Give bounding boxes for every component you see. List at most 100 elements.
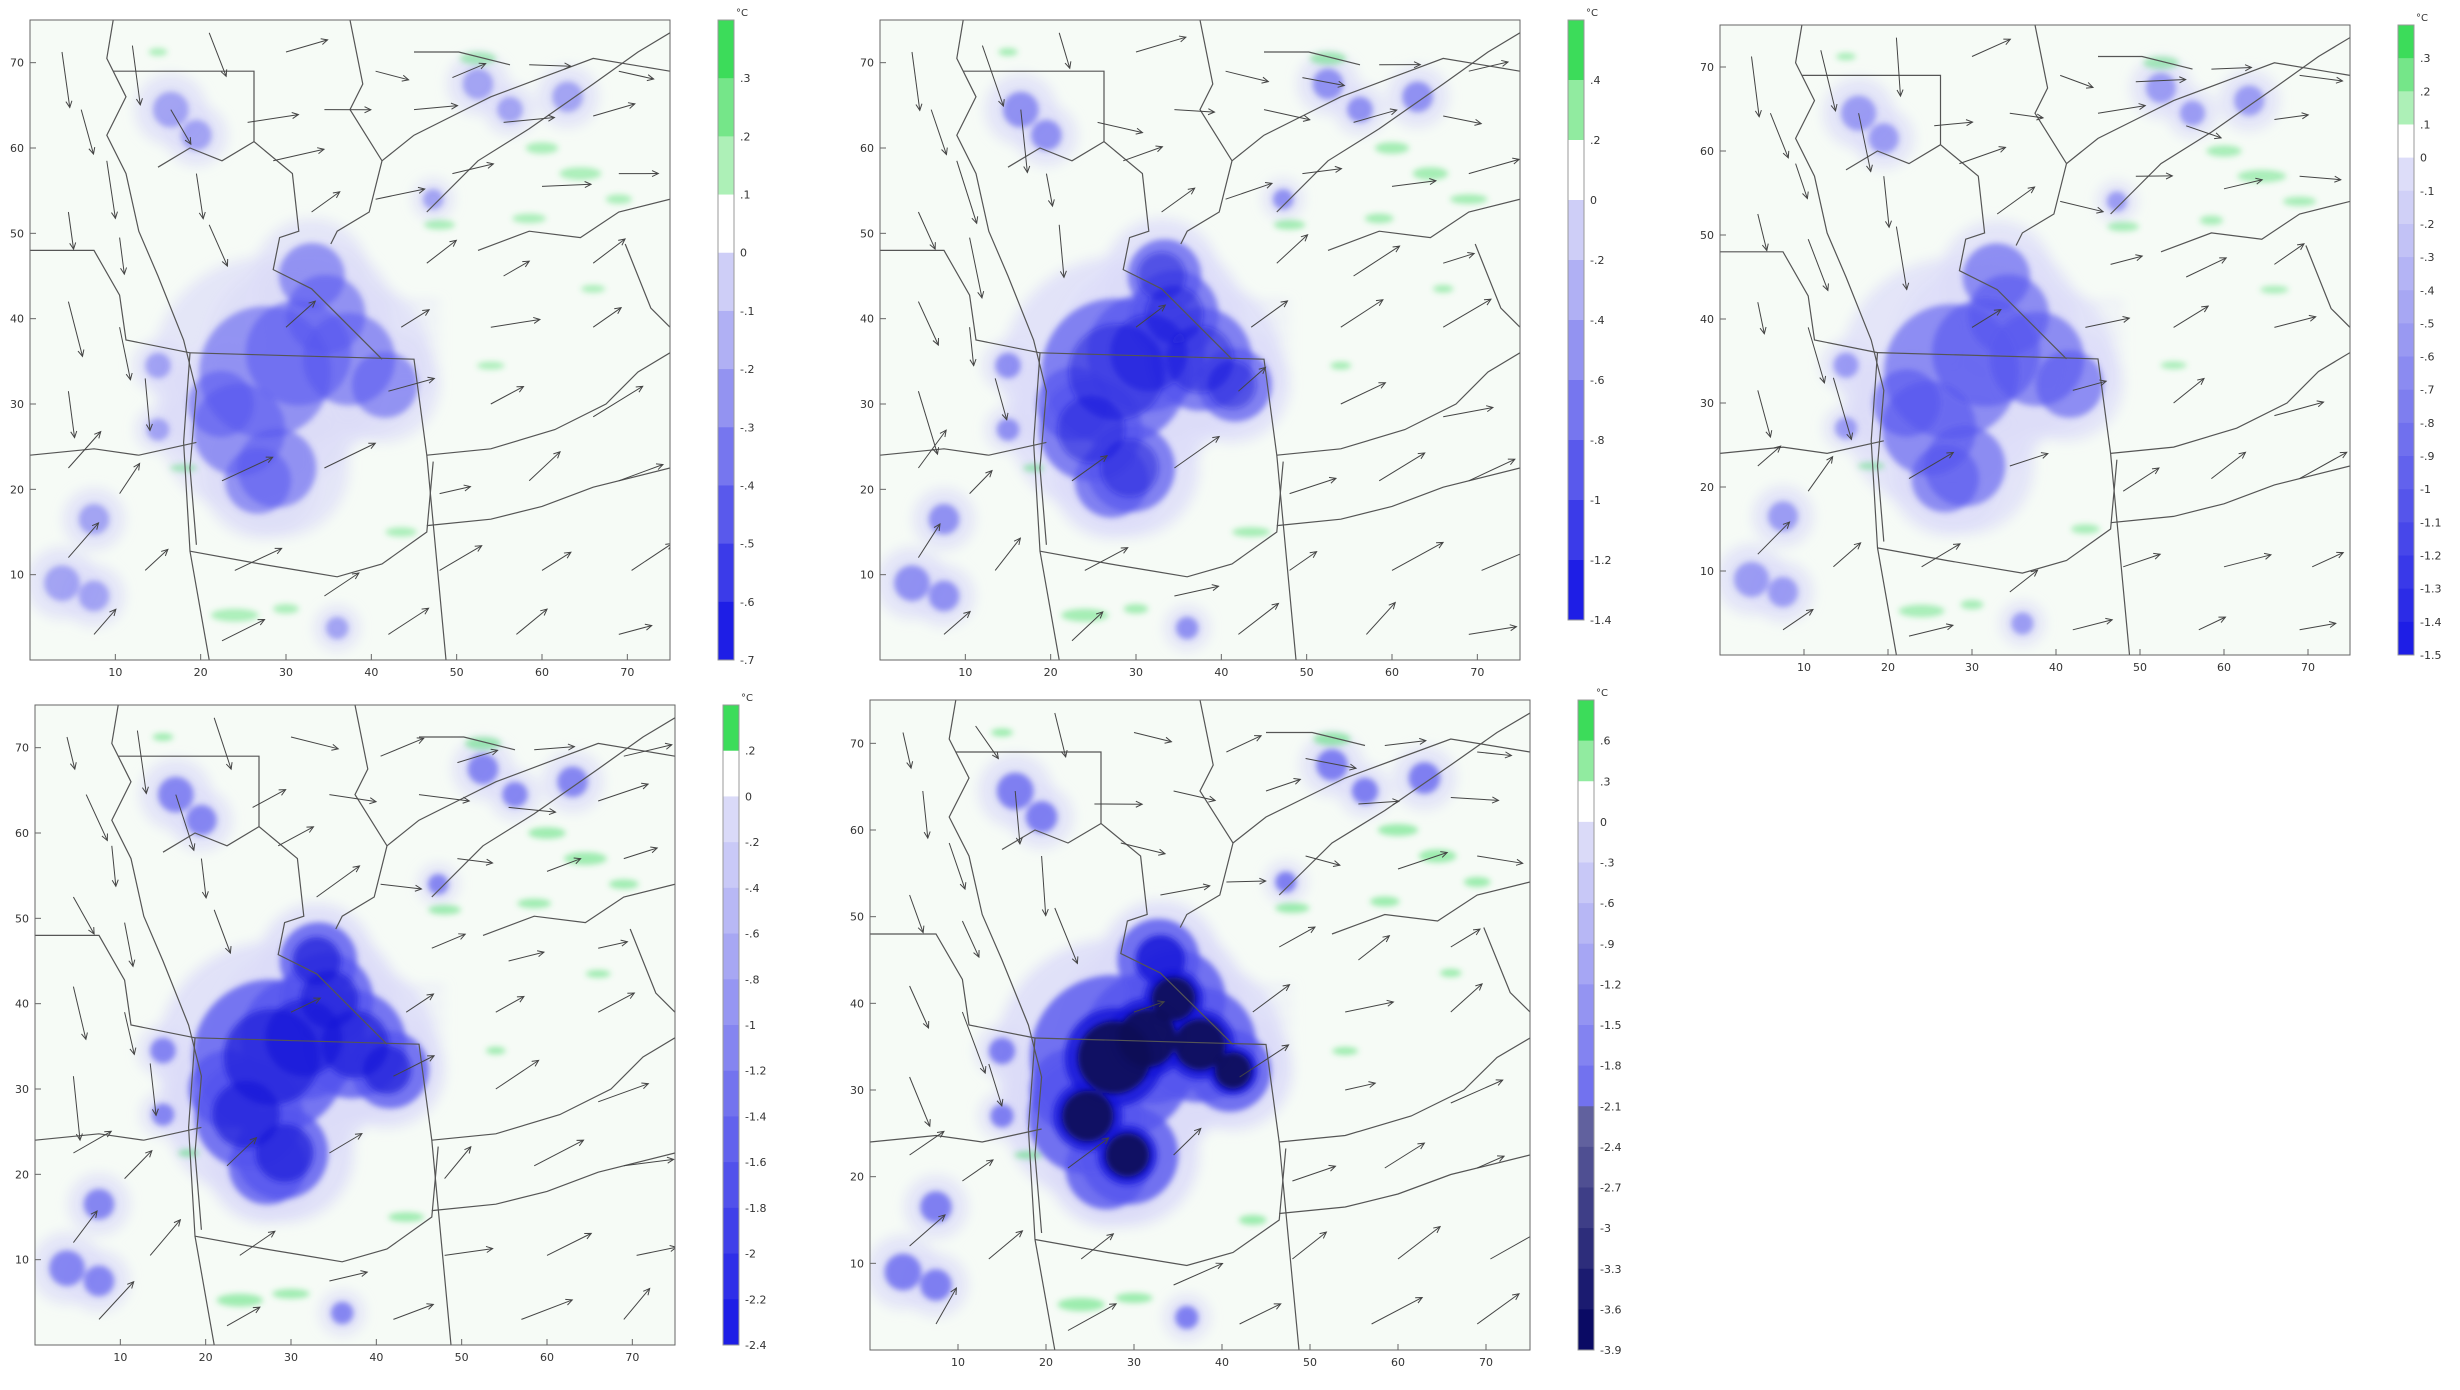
colorbar-tick-label: -.1	[2420, 185, 2434, 198]
anomaly-spot	[1316, 749, 1348, 781]
y-tick-label: 40	[10, 313, 24, 326]
colorbar-cell	[723, 1162, 739, 1208]
colorbar-tick-label: -1	[2420, 483, 2431, 496]
positive-anomaly	[149, 48, 167, 56]
colorbar-cell	[1578, 984, 1594, 1025]
colorbar-tick-label: -.3	[2420, 251, 2434, 264]
positive-anomaly	[1370, 897, 1400, 907]
colorbar-cell	[1568, 380, 1584, 441]
colorbar-cell	[1568, 500, 1584, 561]
x-tick-label: 70	[620, 666, 634, 679]
anomaly-spot	[997, 418, 1020, 441]
colorbar-unit-label: °C	[736, 8, 748, 19]
anomaly-spot	[502, 782, 528, 808]
y-tick-label: 50	[15, 912, 29, 925]
colorbar-cell	[1568, 440, 1584, 501]
y-tick-label: 40	[850, 997, 864, 1010]
colorbar-cell	[2398, 522, 2414, 556]
colorbar-tick-label: .1	[740, 189, 751, 202]
colorbar-cell	[723, 842, 739, 888]
colorbar-tick-label: -.2	[740, 363, 754, 376]
anomaly-core	[352, 352, 418, 418]
anomaly-core	[1911, 445, 1978, 512]
colorbar: .3.2.10-.1-.2-.3-.4-.5-.6-.7°C	[718, 8, 754, 667]
colorbar-cell	[1578, 863, 1594, 904]
colorbar-cell	[1578, 1188, 1594, 1229]
colorbar-tick-label: -.6	[745, 928, 759, 941]
y-tick-label: 70	[1700, 61, 1714, 74]
positive-anomaly	[2107, 222, 2139, 231]
colorbar-tick-label: -1.4	[2420, 616, 2441, 629]
positive-anomaly	[1274, 220, 1306, 230]
colorbar-tick-label: -3.9	[1600, 1344, 1621, 1357]
colorbar-cell	[718, 195, 734, 254]
anomaly-spot	[145, 353, 171, 379]
y-tick-label: 70	[850, 737, 864, 750]
y-tick-label: 60	[1700, 145, 1714, 158]
colorbar-tick-label: -2.1	[1600, 1100, 1621, 1113]
y-tick-label: 30	[10, 398, 24, 411]
positive-anomaly	[1961, 600, 1984, 609]
colorbar-cell	[2398, 390, 2414, 424]
colorbar-cell	[2398, 257, 2414, 291]
colorbar-cell	[2398, 25, 2414, 59]
y-tick-label: 10	[1700, 565, 1714, 578]
positive-anomaly	[528, 827, 566, 839]
anomaly-spot	[1347, 97, 1373, 123]
anomaly-strong-core	[1136, 935, 1186, 985]
x-tick-label: 30	[1965, 661, 1979, 674]
anomaly-spot	[929, 504, 960, 535]
colorbar-tick-label: -.2	[745, 836, 759, 849]
colorbar-tick-label: 0	[745, 790, 752, 803]
x-tick-label: 40	[369, 1351, 383, 1364]
colorbar-cell	[718, 544, 734, 603]
positive-anomaly	[1239, 1215, 1267, 1225]
positive-anomaly	[428, 905, 461, 915]
positive-anomaly	[2283, 197, 2316, 206]
colorbar-tick-label: .3	[740, 72, 751, 85]
anomaly-extreme-core	[1062, 1091, 1113, 1142]
anomaly-spot	[920, 1191, 952, 1223]
x-tick-label: 10	[958, 666, 972, 679]
colorbar-tick-label: 0	[740, 247, 747, 260]
colorbar-tick-label: -.7	[740, 654, 754, 667]
x-tick-label: 70	[625, 1351, 639, 1364]
y-tick-label: 20	[860, 483, 874, 496]
colorbar-cell	[2398, 323, 2414, 357]
colorbar-tick-label: -.8	[745, 973, 759, 986]
colorbar-cell	[2398, 489, 2414, 523]
colorbar-tick-label: -1.2	[1600, 978, 1621, 991]
x-tick-label: 20	[1044, 666, 1058, 679]
anomaly-spot	[79, 581, 110, 612]
colorbar-cell	[718, 253, 734, 312]
colorbar-tick-label: -.4	[740, 479, 754, 492]
colorbar-cell	[723, 1025, 739, 1071]
anomaly-spot	[84, 1189, 115, 1220]
anomaly-spot	[463, 69, 494, 100]
colorbar-cell	[1578, 822, 1594, 863]
anomaly-strong-core	[293, 937, 341, 985]
colorbar-tick-label: .1	[2420, 118, 2431, 131]
positive-anomaly	[486, 1047, 506, 1055]
colorbar-tick-label: -1.3	[2420, 583, 2441, 596]
colorbar-tick-label: -.2	[2420, 218, 2434, 231]
positive-anomaly	[512, 214, 546, 224]
colorbar-cell	[1578, 1147, 1594, 1188]
anomaly-spot	[1176, 617, 1199, 640]
colorbar-cell	[2398, 423, 2414, 457]
anomaly-extreme-core	[1215, 1052, 1251, 1088]
x-tick-label: 30	[1127, 1356, 1141, 1369]
colorbar-tick-label: 0	[1600, 816, 1607, 829]
colorbar-cell	[1578, 1106, 1594, 1147]
y-tick-label: 40	[860, 313, 874, 326]
colorbar-cell	[1578, 944, 1594, 985]
colorbar-tick-label: -.9	[2420, 450, 2434, 463]
colorbar-cell	[723, 705, 739, 751]
positive-anomaly	[2161, 361, 2187, 369]
positive-anomaly	[526, 142, 558, 154]
x-tick-label: 60	[1385, 666, 1399, 679]
